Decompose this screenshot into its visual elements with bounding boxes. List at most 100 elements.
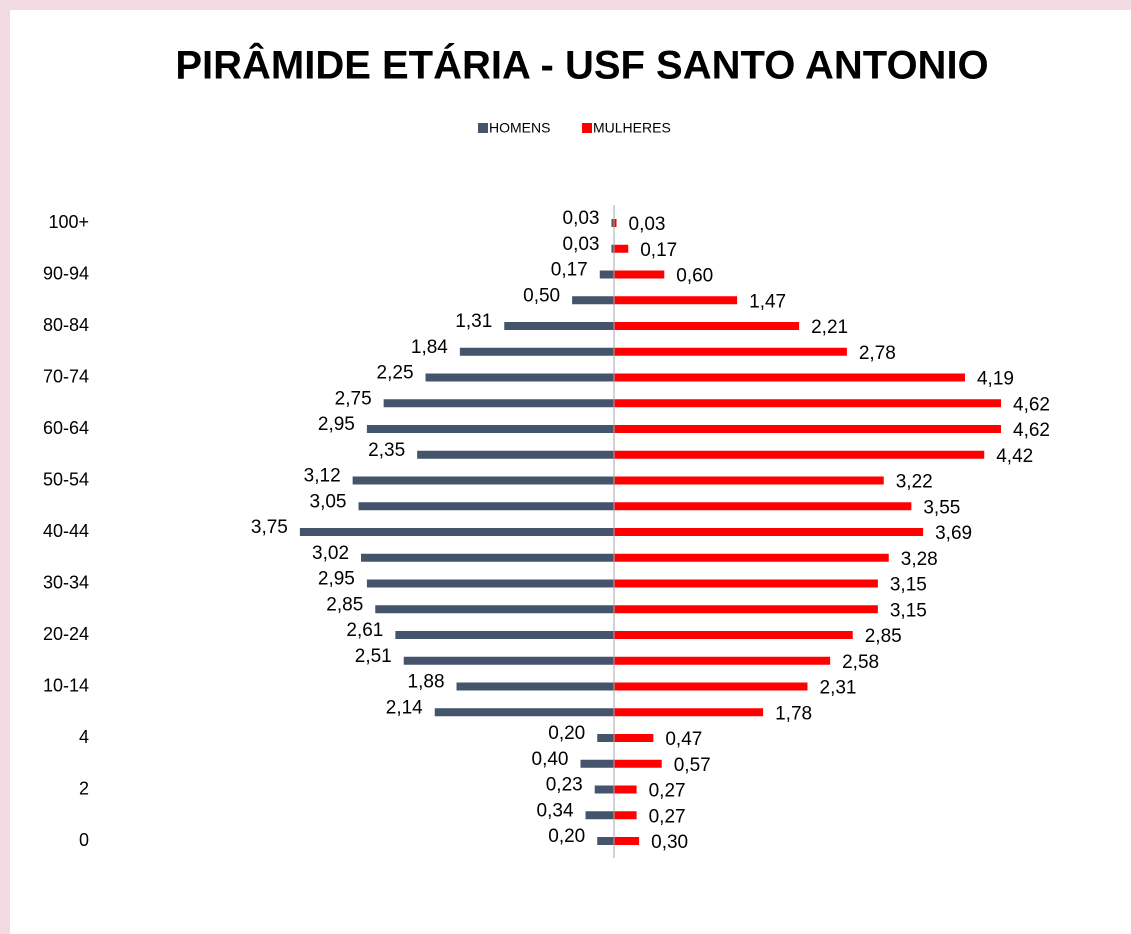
data-label: 2,78 [859, 343, 896, 364]
bar [614, 244, 629, 253]
data-label: 0,30 [651, 832, 688, 853]
data-label: 1,31 [455, 311, 492, 332]
bar [614, 270, 665, 279]
data-label: 1,84 [411, 337, 448, 358]
data-label: 0,27 [649, 806, 686, 827]
data-label: 2,58 [842, 652, 879, 673]
bar [614, 399, 1001, 408]
legend-swatch [478, 123, 488, 133]
bar [614, 553, 889, 562]
bar [456, 682, 614, 691]
bar [614, 708, 764, 717]
data-label: 0,03 [629, 214, 666, 235]
data-label: 3,28 [901, 549, 938, 570]
bar [594, 785, 614, 794]
bar [614, 528, 924, 536]
data-label: 4,42 [996, 446, 1033, 467]
legend-label: HOMENS [489, 120, 550, 136]
data-label: 0,23 [546, 775, 583, 796]
bar [366, 579, 614, 588]
bar [614, 579, 878, 588]
bar [614, 656, 831, 665]
data-label: 2,75 [335, 388, 372, 409]
data-label: 0,27 [649, 781, 686, 802]
data-label: 3,12 [304, 466, 341, 487]
bar [434, 708, 614, 717]
data-label: 0,03 [563, 208, 600, 229]
bar [614, 785, 637, 794]
data-label: 2,51 [355, 646, 392, 667]
data-label: 2,95 [318, 414, 355, 435]
data-label: 1,88 [408, 672, 445, 693]
chart-area [10, 10, 1131, 934]
data-label: 3,02 [312, 543, 349, 564]
bar [352, 476, 614, 485]
bar [383, 399, 614, 408]
bar [614, 605, 878, 614]
data-label: 2,35 [368, 440, 405, 461]
data-label: 2,31 [820, 678, 857, 699]
y-tick-label: 30-34 [43, 572, 89, 592]
data-label: 0,47 [665, 729, 702, 750]
data-label: 3,05 [310, 491, 347, 512]
bar [611, 219, 614, 227]
bar [614, 322, 800, 330]
data-label: 2,85 [865, 626, 902, 647]
bar [585, 811, 614, 820]
bar [358, 502, 614, 511]
data-label: 1,47 [749, 291, 786, 312]
data-label: 3,69 [935, 523, 972, 544]
bar [614, 811, 637, 820]
y-tick-label: 50-54 [43, 469, 89, 489]
data-label: 3,55 [923, 497, 960, 518]
bar [417, 450, 614, 459]
bar [597, 837, 614, 845]
bar [580, 759, 614, 768]
bar [572, 296, 614, 305]
y-tick-label: 4 [79, 727, 89, 747]
y-tick-label: 60-64 [43, 418, 89, 438]
chart-title: PIRÂMIDE ETÁRIA - USF SANTO ANTONIO [175, 42, 988, 88]
bar [614, 631, 853, 639]
data-label: 4,62 [1013, 420, 1050, 441]
data-label: 3,15 [890, 575, 927, 596]
data-label: 2,14 [386, 697, 423, 718]
data-label: 0,40 [532, 749, 569, 770]
data-label: 0,60 [676, 266, 713, 287]
data-label: 3,15 [890, 600, 927, 621]
data-label: 0,34 [537, 800, 574, 821]
bar [504, 322, 614, 330]
data-label: 3,75 [251, 517, 288, 538]
data-label: 0,17 [551, 260, 588, 281]
y-tick-label: 10-14 [43, 675, 89, 695]
bar [614, 347, 847, 356]
bar [614, 296, 738, 305]
y-tick-label: 2 [79, 778, 89, 798]
bar [425, 373, 614, 382]
y-tick-label: 70-74 [43, 366, 89, 386]
data-label: 0,50 [523, 285, 560, 306]
data-label: 4,62 [1013, 394, 1050, 415]
bar [597, 734, 614, 742]
bar [614, 425, 1001, 433]
bar [614, 734, 654, 742]
data-label: 3,22 [896, 472, 933, 493]
bar [599, 270, 614, 279]
bar [614, 476, 884, 485]
bar [614, 502, 912, 511]
data-label: 0,17 [640, 240, 677, 261]
bar [614, 373, 965, 382]
bar [299, 528, 614, 536]
data-label: 2,61 [346, 620, 383, 641]
bar [361, 553, 614, 562]
data-label: 4,19 [977, 369, 1014, 390]
bar [611, 244, 614, 253]
data-label: 2,25 [377, 363, 414, 384]
bar [614, 759, 662, 768]
data-label: 0,57 [674, 755, 711, 776]
bar [366, 425, 614, 433]
y-tick-label: 100+ [48, 212, 89, 232]
data-label: 0,20 [548, 826, 585, 847]
